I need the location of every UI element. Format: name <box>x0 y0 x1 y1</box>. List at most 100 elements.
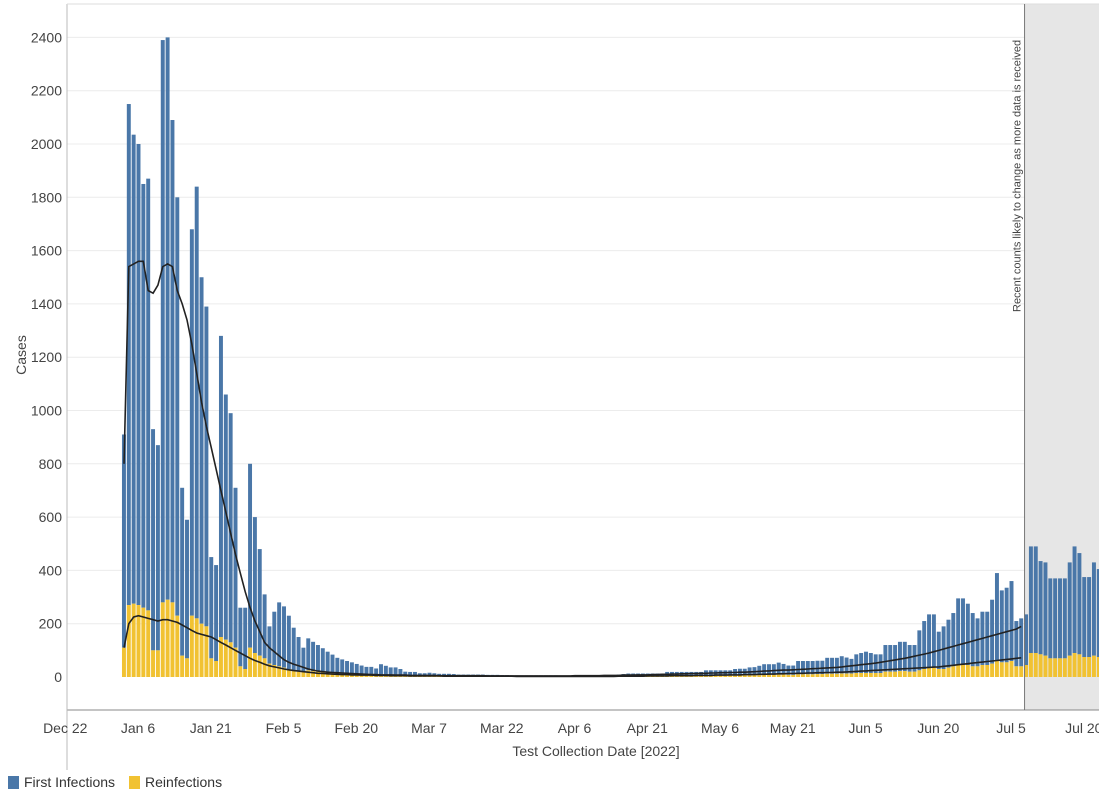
x-tick-label: May 6 <box>701 720 739 736</box>
bar-reinfections <box>815 674 820 677</box>
bar-first-infections <box>223 394 228 640</box>
bar-first-infections <box>301 647 306 672</box>
bar-first-infections <box>432 673 437 676</box>
line-reinfections-average <box>123 614 1022 678</box>
bar-reinfections <box>1014 666 1019 677</box>
bar-first-infections <box>1048 578 1053 659</box>
bar-reinfections <box>272 665 277 677</box>
bar-first-infections <box>1077 553 1082 655</box>
bar-first-infections <box>815 660 820 675</box>
y-tick-label: 400 <box>39 562 63 578</box>
bar-reinfections <box>1053 658 1058 677</box>
chart-canvas: Recent counts likely to change as more d… <box>13 3 1099 770</box>
bar-reinfections <box>330 673 335 677</box>
bar-first-infections <box>296 637 301 672</box>
x-axis-title: Test Collection Date [2022] <box>512 743 679 759</box>
bar-first-infections <box>359 665 364 675</box>
bar-reinfections <box>878 673 883 677</box>
bar-reinfections <box>296 671 301 677</box>
bar-reinfections <box>1033 653 1038 677</box>
bar-first-infections <box>1009 581 1014 662</box>
x-tick-label: Jul 20 <box>1065 720 1099 736</box>
bar-reinfections <box>820 674 825 677</box>
legend-item-first-infections[interactable]: First Infections <box>8 774 115 790</box>
bar-first-infections <box>257 549 262 656</box>
bar-reinfections <box>762 674 767 677</box>
bar-first-infections <box>776 662 781 675</box>
bar-first-infections <box>262 594 267 659</box>
bar-reinfections <box>189 615 194 677</box>
bar-reinfections <box>767 674 771 677</box>
bar-reinfections <box>752 675 757 677</box>
bar-reinfections <box>902 671 907 677</box>
bar-first-infections <box>771 664 776 675</box>
bar-reinfections <box>907 671 912 677</box>
bar-first-infections <box>349 662 354 675</box>
bar-first-infections <box>931 614 936 668</box>
bar-reinfections <box>199 623 204 677</box>
bar-first-infections <box>839 656 844 674</box>
y-tick-label: 2400 <box>31 29 62 45</box>
bar-reinfections <box>257 655 262 677</box>
bar-first-infections <box>146 178 151 611</box>
bar-first-infections <box>330 654 335 674</box>
y-tick-label: 200 <box>39 616 63 632</box>
bar-first-infections <box>854 654 859 674</box>
bar-reinfections <box>728 675 733 677</box>
bar-reinfections <box>306 670 311 677</box>
bar-reinfections <box>1043 655 1048 677</box>
bar-first-infections <box>1028 546 1033 654</box>
bar-reinfections <box>209 658 214 677</box>
bar-first-infections <box>427 672 432 676</box>
bar-reinfections <box>737 675 742 677</box>
bar-reinfections <box>364 674 369 677</box>
bar-first-infections <box>1062 578 1067 659</box>
bar-first-infections <box>446 673 451 676</box>
bar-reinfections <box>694 675 699 677</box>
bar-reinfections <box>1058 658 1062 677</box>
bar-reinfections <box>1072 653 1077 677</box>
bar-reinfections <box>1004 662 1009 677</box>
bar-reinfections <box>951 666 956 677</box>
bar-first-infections <box>994 573 999 662</box>
bar-reinfections <box>267 663 272 677</box>
bar-reinfections <box>301 671 306 677</box>
bar-reinfections <box>873 673 878 677</box>
bar-reinfections <box>888 671 893 677</box>
bar-reinfections <box>999 662 1004 677</box>
bar-first-infections <box>126 104 131 606</box>
bar-first-infections <box>1067 562 1072 656</box>
bar-reinfections <box>223 639 228 677</box>
bar-first-infections <box>228 413 233 643</box>
bar-reinfections <box>1096 657 1099 677</box>
bar-reinfections <box>1091 655 1096 677</box>
bar-first-infections <box>136 144 141 606</box>
bar-first-infections <box>927 614 932 668</box>
legend-item-reinfections[interactable]: Reinfections <box>129 774 222 790</box>
bar-reinfections <box>708 675 713 677</box>
bar-first-infections <box>878 654 883 674</box>
bar-first-infections <box>1091 562 1096 656</box>
bar-first-infections <box>291 627 296 671</box>
bar-first-infections <box>282 606 286 668</box>
bar-reinfections <box>733 675 738 677</box>
bar-first-infections <box>320 648 325 673</box>
legend-label-reinfections: Reinfections <box>145 774 223 790</box>
y-tick-label: 1800 <box>31 189 62 205</box>
bar-first-infections <box>762 664 767 675</box>
bar-first-infections <box>199 277 204 624</box>
bar-first-infections <box>151 429 156 651</box>
bar-reinfections <box>980 665 985 677</box>
bar-reinfections <box>931 667 936 677</box>
bar-reinfections <box>791 674 796 677</box>
bar-first-infections <box>209 557 214 659</box>
bar-first-infections <box>1087 577 1092 658</box>
x-tick-label: Jan 6 <box>121 720 155 736</box>
y-tick-label: 1000 <box>31 403 62 419</box>
bar-reinfections <box>970 666 975 677</box>
bar-first-infections <box>185 519 189 659</box>
bar-first-infections <box>883 645 888 672</box>
bar-first-infections <box>1043 562 1048 656</box>
bar-reinfections <box>160 602 165 677</box>
bar-first-infections <box>1024 614 1029 666</box>
